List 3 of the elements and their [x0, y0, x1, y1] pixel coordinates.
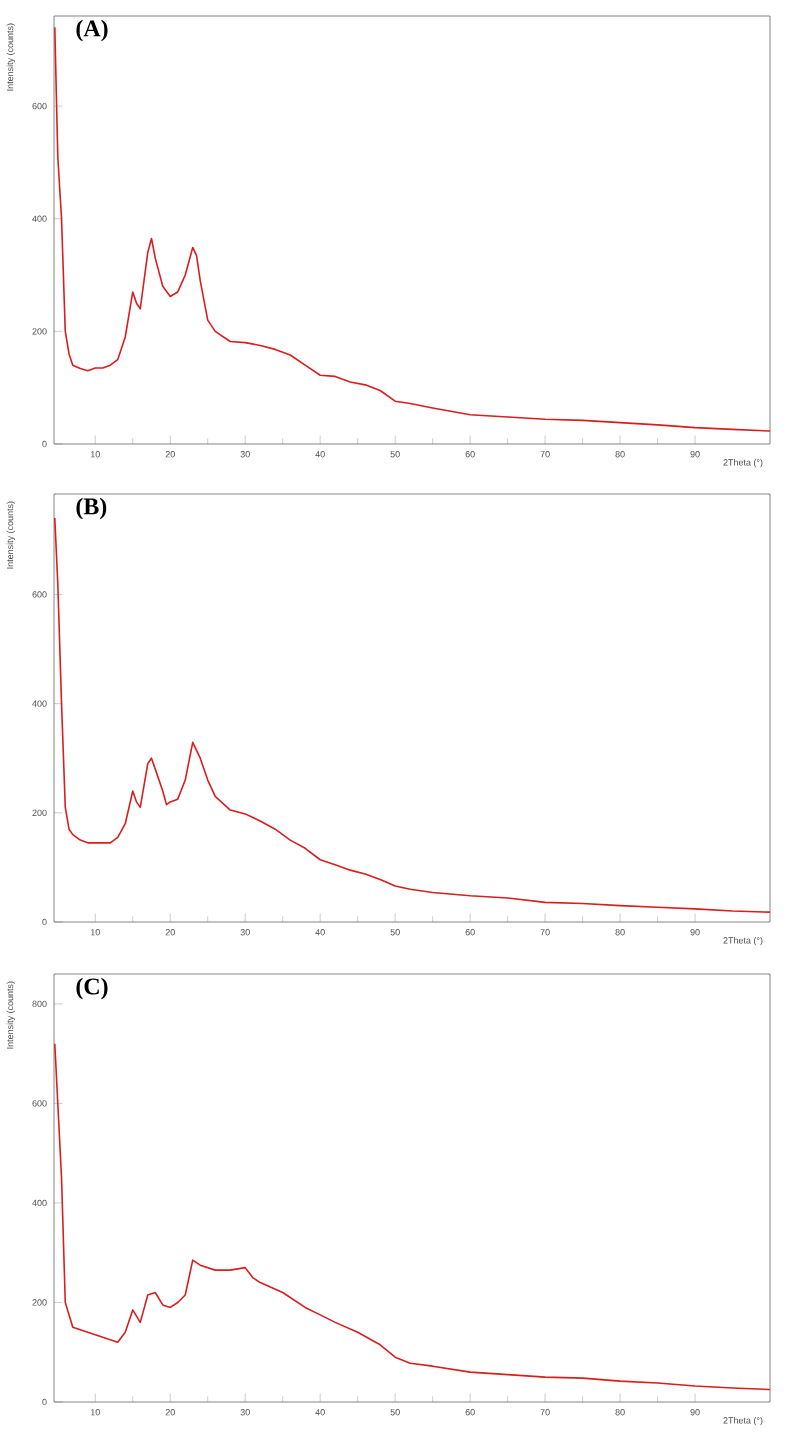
chart-title: (A)	[76, 19, 108, 42]
chart-title: (B)	[76, 497, 107, 520]
chart-title: (C)	[76, 977, 108, 1000]
